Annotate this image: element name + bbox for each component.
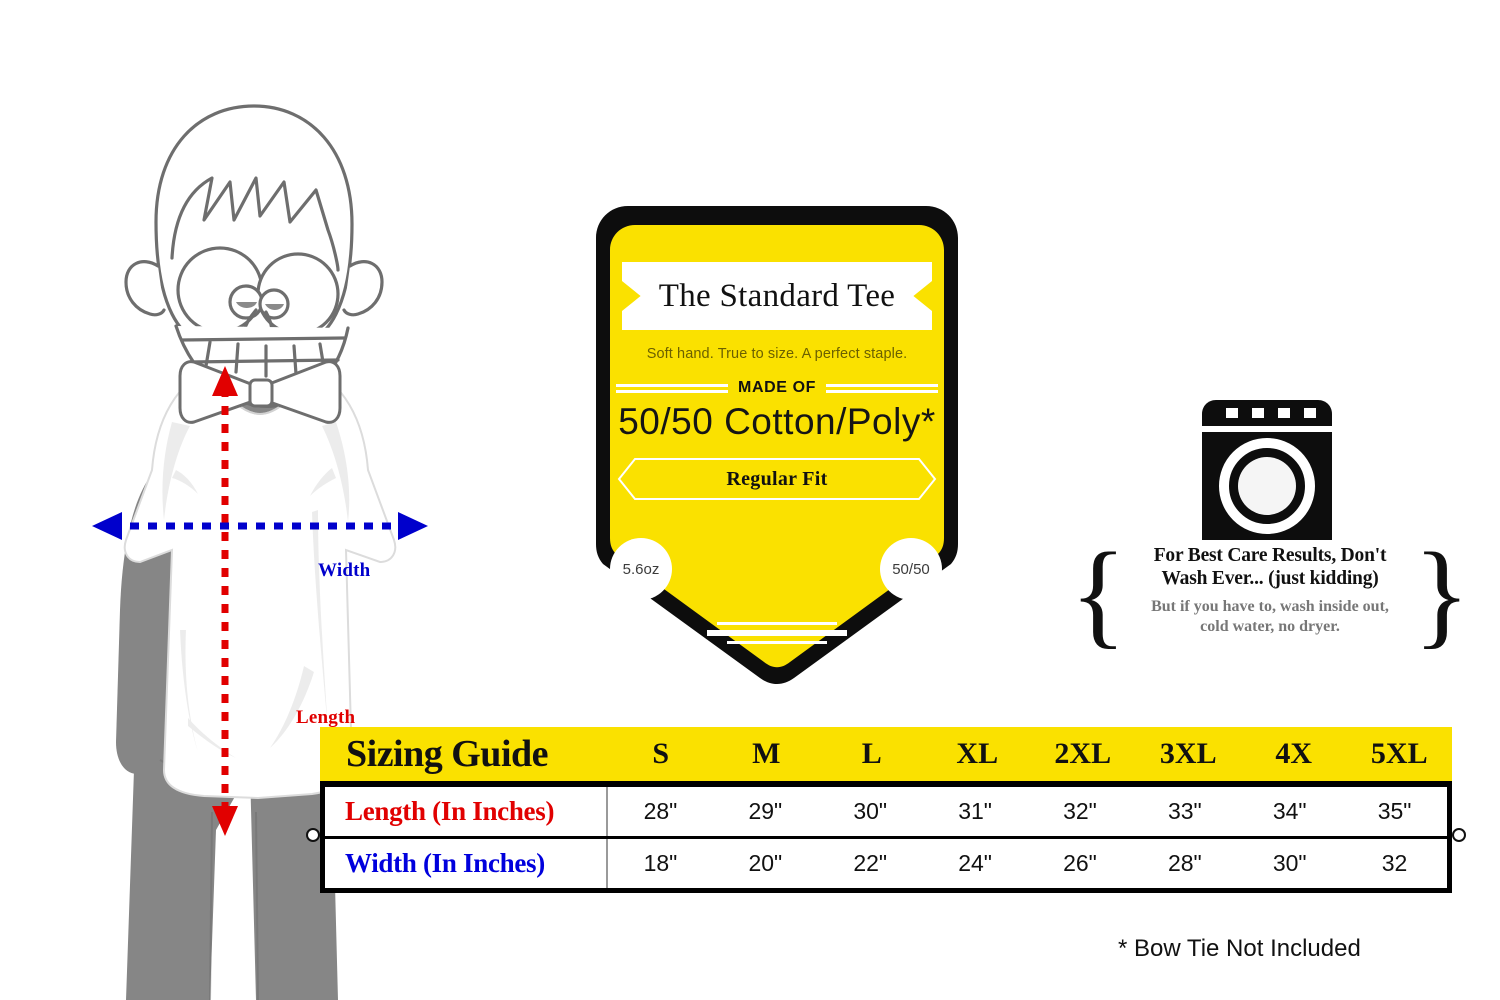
size-header-2xl: 2XL (1054, 737, 1112, 770)
care-instructions-block: { } For Best Care Results, Don't Wash Ev… (1060, 392, 1480, 677)
table-header-row: Sizing Guide S M L XL 2XL 3XL 4X 5XL (320, 727, 1452, 781)
hang-tag-badge: The Standard Tee Soft hand. True to size… (562, 192, 992, 692)
tshirt (123, 368, 397, 800)
care-braces: { } (1060, 528, 1480, 670)
decor-line-2 (707, 630, 847, 636)
width-4x: 30" (1272, 850, 1307, 876)
table-body: Length (In Inches) 28" 29" 30" 31" 32" 3… (320, 781, 1452, 893)
length-s: 28" (643, 798, 678, 824)
length-5xl: 35" (1377, 798, 1412, 824)
size-header-l: L (861, 737, 882, 770)
table-row: Length (In Inches) 28" 29" 30" 31" 32" 3… (325, 787, 1447, 836)
decor-line-3 (727, 641, 827, 644)
length-m: 29" (748, 798, 783, 824)
left-edge-knob-icon (306, 828, 320, 842)
care-subline-line2: cold water, no dryer. (1200, 617, 1340, 635)
tag-tagline: Soft hand. True to size. A perfect stapl… (646, 346, 908, 362)
person-tshirt-drawing (92, 104, 428, 1000)
size-header-xl: XL (956, 737, 999, 770)
width-measure-label: Width (318, 560, 371, 581)
made-of-label: MADE OF (738, 379, 816, 396)
length-l: 30" (853, 798, 888, 824)
cartoon-head (124, 104, 384, 408)
left-brace: { (1070, 528, 1127, 659)
table-title: Sizing Guide (346, 733, 549, 775)
table-row: Width (In Inches) 18" 20" 22" 24" 26" 28… (325, 836, 1447, 888)
title-band-background (622, 262, 932, 330)
length-arrow (212, 366, 238, 836)
fit-label: Regular Fit (726, 467, 828, 490)
length-measure-label: Length (296, 707, 356, 728)
width-l: 22" (853, 850, 888, 876)
length-2xl: 32" (1063, 798, 1097, 824)
length-xl: 31" (958, 798, 992, 824)
care-headline-line1: For Best Care Results, Don't (1153, 545, 1387, 566)
footnote: * Bow Tie Not Included (1118, 935, 1361, 962)
row-label-width: Width (In Inches) (325, 839, 608, 888)
tag-material: 50/50 Cotton/Poly* (618, 401, 936, 442)
weight-badge: 5.6oz (610, 538, 672, 600)
size-header-s: S (652, 737, 670, 770)
rule-right (826, 383, 939, 393)
washing-machine-icon (1202, 400, 1332, 540)
right-brace: } (1413, 528, 1470, 659)
care-headline-line2: Wash Ever... (just kidding) (1161, 568, 1379, 589)
size-header-m: M (752, 737, 781, 770)
model-illustration: Width Length (60, 70, 460, 1000)
width-xl: 24" (958, 850, 992, 876)
length-4x: 34" (1272, 798, 1307, 824)
fit-band: Regular Fit (617, 457, 937, 501)
sizing-guide-table: Sizing Guide S M L XL 2XL 3XL 4X 5XL Len… (306, 727, 1466, 893)
right-edge-knob-icon (1452, 828, 1466, 842)
decor-line-1 (717, 622, 837, 625)
size-header-4x: 4X (1275, 737, 1313, 770)
care-text: For Best Care Results, Don't Wash Ever..… (1116, 544, 1424, 636)
width-2xl: 26" (1063, 850, 1097, 876)
length-3xl: 33" (1167, 798, 1202, 824)
badge-decor-lines (562, 622, 992, 649)
row-label-length: Length (In Inches) (325, 787, 608, 836)
care-subline-line1: But if you have to, wash inside out, (1151, 598, 1389, 615)
made-of-row: MADE OF (616, 379, 939, 397)
size-header-3xl: 3XL (1159, 737, 1217, 770)
tag-title-band: The Standard Tee (622, 262, 932, 330)
width-s: 18" (643, 850, 678, 876)
width-arrow (92, 512, 428, 540)
size-header-5xl: 5XL (1370, 737, 1428, 770)
width-m: 20" (748, 850, 783, 876)
rule-left (616, 383, 729, 393)
width-5xl: 32 (1381, 850, 1408, 876)
fit-band-outline (617, 458, 937, 500)
width-3xl: 28" (1167, 850, 1202, 876)
blend-badge: 50/50 (880, 538, 942, 600)
tag-title: The Standard Tee (658, 277, 896, 314)
